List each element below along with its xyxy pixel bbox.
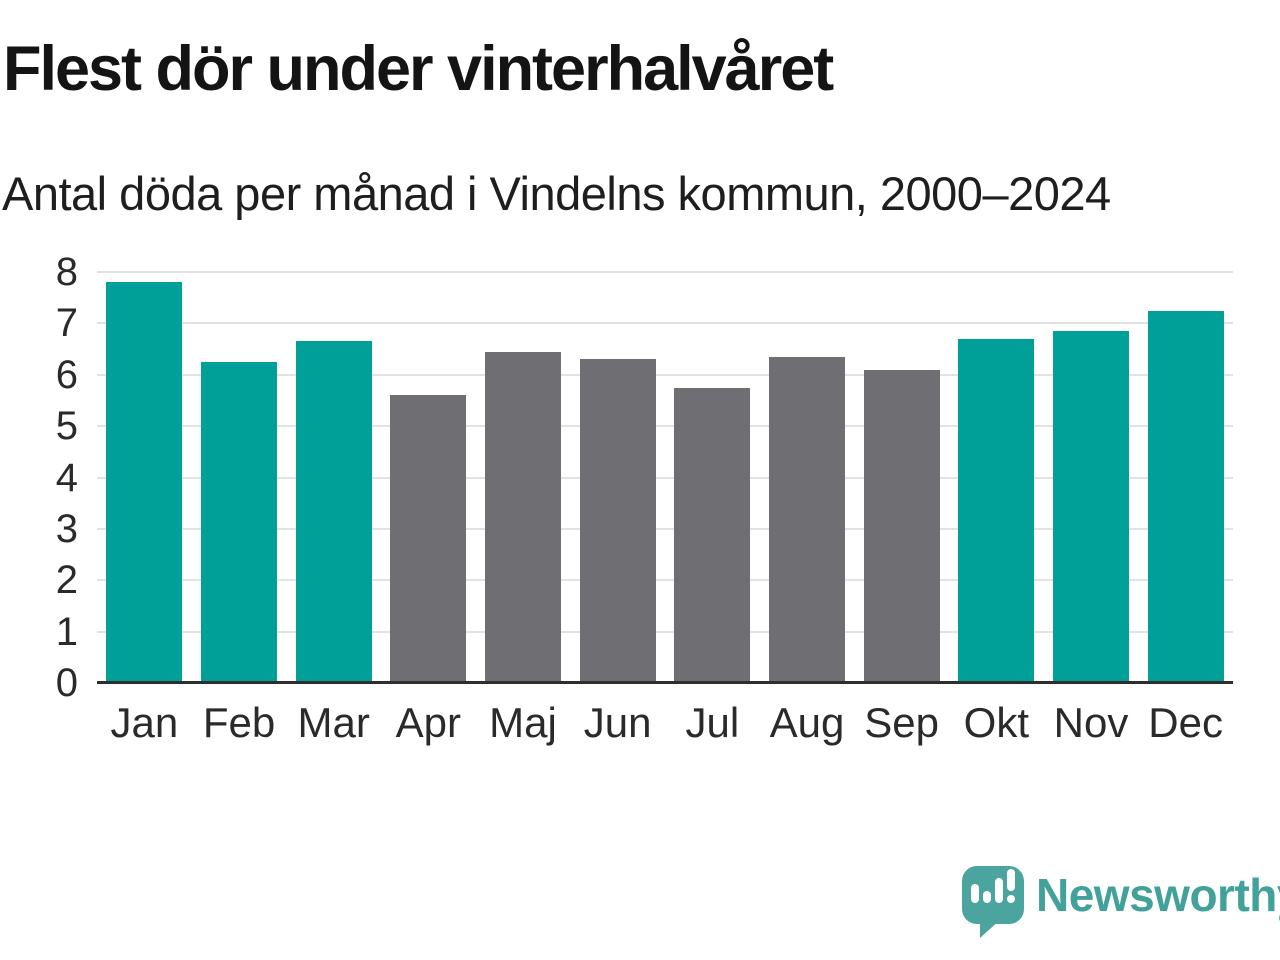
plot-area <box>97 271 1233 684</box>
bar-dec <box>1147 310 1224 683</box>
bar-feb <box>201 361 277 683</box>
logo-bar-icon <box>995 878 1003 903</box>
logo-bar-icon <box>971 884 979 903</box>
bar-aug <box>769 356 845 683</box>
y-tick-label-2: 2 <box>55 558 78 603</box>
gridline-2 <box>97 579 1233 582</box>
y-tick-label-7: 7 <box>55 301 78 346</box>
x-tick-label-maj: Maj <box>489 699 557 746</box>
gridline-8 <box>97 271 1233 273</box>
x-tick-label-jan: Jan <box>110 699 179 746</box>
logo-bar-icon <box>983 891 991 903</box>
gridline-3 <box>97 527 1233 530</box>
newsworthy-logo-icon <box>962 866 1024 924</box>
gridline-1 <box>97 630 1233 633</box>
bar-sep <box>863 369 940 683</box>
bar-maj <box>485 351 561 683</box>
x-tick-label-sep: Sep <box>864 699 940 746</box>
x-axis: Jan Feb Mar Apr Maj Jun Jul Aug Sep Okt Nov Dec <box>97 702 1233 752</box>
x-tick-label-jul: Jul <box>685 699 740 746</box>
y-tick-label-5: 5 <box>55 404 78 449</box>
bar-nov <box>1053 331 1129 683</box>
bar-mar <box>295 341 372 683</box>
y-axis: 0 1 2 3 4 5 6 7 8 <box>0 252 80 703</box>
x-tick-label-nov: Nov <box>1053 699 1129 746</box>
x-tick-label-jun: Jun <box>583 699 652 746</box>
x-axis-line <box>97 681 1233 684</box>
y-tick-label-3: 3 <box>55 506 78 551</box>
bar-apr <box>390 395 467 683</box>
y-tick-label-6: 6 <box>55 352 78 397</box>
logo-exclamation-icon <box>1007 869 1015 891</box>
gridline-5 <box>97 425 1233 428</box>
x-tick-label-aug: Aug <box>769 699 845 746</box>
newsworthy-logo: Newsworthy <box>960 862 1280 940</box>
x-tick-label-dec: Dec <box>1148 699 1224 746</box>
gridline-4 <box>97 476 1233 479</box>
bar-jan <box>106 282 183 683</box>
logo-bubble-tail <box>980 918 1002 938</box>
x-tick-label-mar: Mar <box>297 699 370 746</box>
y-tick-label-4: 4 <box>55 455 78 500</box>
y-tick-label-1: 1 <box>55 609 78 654</box>
y-tick-label-8: 8 <box>55 250 78 294</box>
x-tick-label-apr: Apr <box>395 699 462 746</box>
logo-exclamation-dot-icon <box>1007 895 1015 903</box>
y-tick-label-0: 0 <box>55 661 78 705</box>
newsworthy-logo-text: Newsworthy <box>1036 869 1280 921</box>
gridline-6 <box>97 373 1233 376</box>
bar-okt <box>958 338 1035 683</box>
bar-jun <box>579 359 656 683</box>
gridline-7 <box>97 322 1233 325</box>
x-tick-label-okt: Okt <box>963 699 1029 746</box>
chart-subtitle: Antal döda per månad i Vindelns kommun, … <box>2 167 1111 220</box>
x-tick-label-feb: Feb <box>202 699 276 746</box>
bar-jul <box>674 387 751 683</box>
chart-title: Flest dör under vinterhalvåret <box>3 34 834 104</box>
